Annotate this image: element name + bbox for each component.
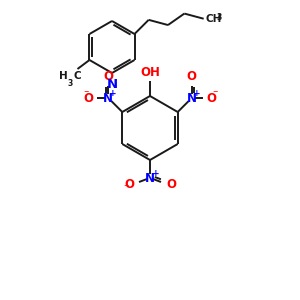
Text: H: H: [59, 71, 68, 81]
Text: O: O: [124, 178, 134, 190]
Text: +: +: [110, 88, 117, 98]
Text: N: N: [103, 92, 113, 104]
Text: ⁻: ⁻: [212, 89, 218, 99]
Text: ⁻: ⁻: [123, 183, 129, 193]
Text: N: N: [106, 78, 118, 91]
Text: ⁻: ⁻: [83, 89, 89, 99]
Text: O: O: [103, 70, 113, 83]
Text: 3: 3: [217, 13, 222, 22]
Text: CH: CH: [206, 14, 222, 24]
Text: +: +: [193, 88, 200, 98]
Text: 3: 3: [68, 79, 73, 88]
Text: O: O: [187, 70, 197, 83]
Text: N: N: [187, 92, 197, 104]
Text: O: O: [83, 92, 93, 104]
Text: O: O: [166, 178, 176, 190]
Text: +: +: [152, 169, 160, 178]
Text: O: O: [207, 92, 217, 104]
Text: C: C: [74, 71, 81, 81]
Text: OH: OH: [140, 67, 160, 80]
Text: N: N: [145, 172, 155, 184]
